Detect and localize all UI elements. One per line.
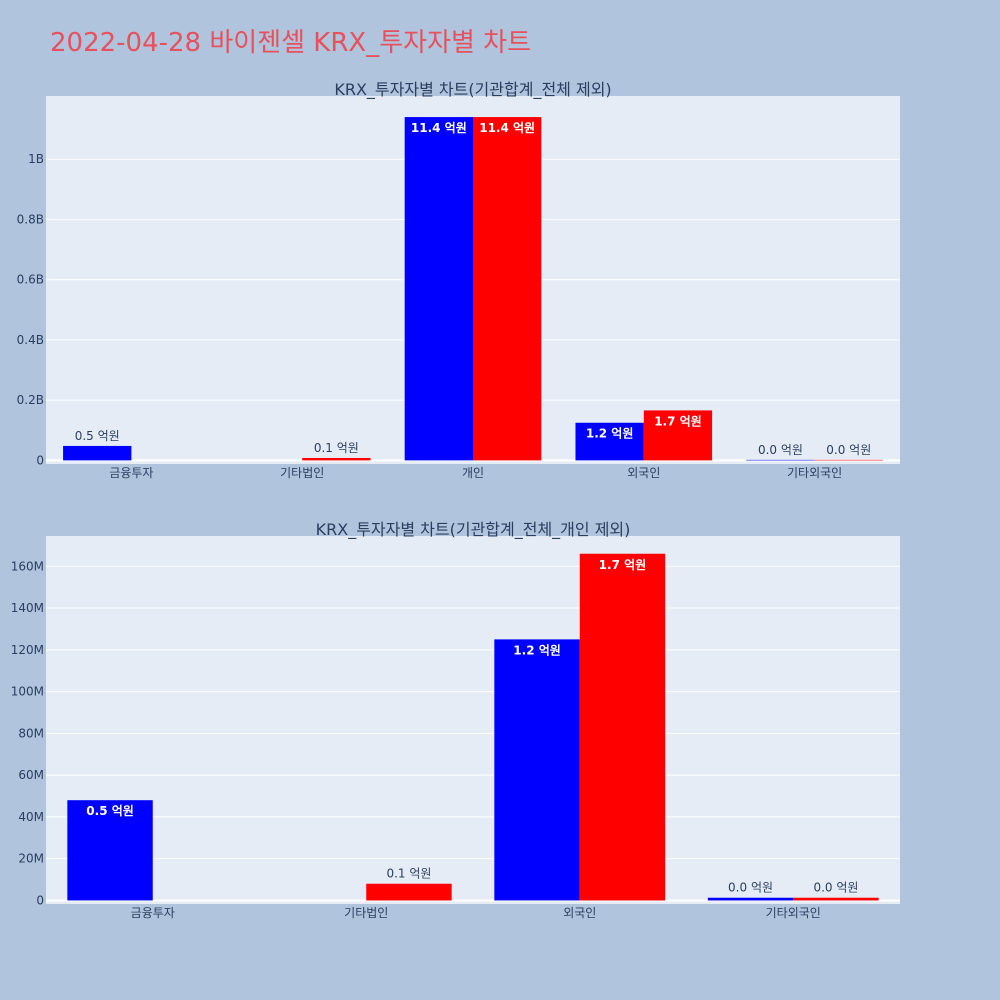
y-tick-label: 120M [11, 643, 44, 657]
data-label: 1.7 억원 [599, 558, 647, 572]
data-label: 0.0 억원 [826, 443, 871, 457]
y-tick-label: 0.6B [17, 273, 44, 287]
bar [494, 639, 580, 901]
bar [579, 553, 666, 901]
bar [404, 117, 473, 461]
y-tick-label: 40M [18, 810, 44, 824]
bar [643, 410, 713, 461]
data-label: 0.0 억원 [728, 881, 773, 895]
data-label: 0.1 억원 [314, 441, 359, 455]
bar [67, 800, 153, 901]
y-tick-label: 100M [11, 685, 44, 699]
x-tick-label: 기타법인 [280, 466, 324, 480]
y-tick-label: 0 [36, 453, 44, 467]
bar [473, 117, 542, 461]
data-label: 0.0 억원 [758, 443, 803, 457]
x-tick-label: 개인 [462, 466, 484, 480]
data-label: 0.0 억원 [813, 881, 858, 895]
x-tick-label: 기타외국인 [787, 466, 842, 480]
x-tick-label: 기타법인 [344, 906, 388, 920]
x-tick-label: 금융투자 [109, 466, 153, 480]
y-tick-label: 80M [18, 726, 44, 740]
y-tick-label: 0.4B [17, 333, 44, 347]
y-tick-label: 160M [11, 559, 44, 573]
y-tick-label: 0.8B [17, 212, 44, 226]
bar [366, 883, 452, 901]
data-label: 11.4 억원 [479, 121, 535, 135]
x-tick-label: 기타외국인 [766, 906, 821, 920]
data-label: 1.2 억원 [513, 643, 561, 657]
bar [575, 422, 644, 461]
bar [302, 457, 371, 461]
x-tick-label: 금융투자 [131, 906, 175, 920]
y-tick-label: 0 [36, 893, 44, 907]
x-tick-label: 외국인 [627, 466, 660, 480]
plot-area [46, 536, 900, 904]
y-tick-label: 0.2B [17, 393, 44, 407]
y-tick-label: 1B [28, 152, 44, 166]
data-label: 0.5 억원 [86, 804, 134, 818]
chart-title: KRX_투자자별 차트(기관합계_전체 제외) [334, 80, 611, 100]
y-tick-label: 20M [18, 852, 44, 866]
data-label: 1.2 억원 [586, 427, 634, 441]
data-label: 0.1 억원 [386, 867, 431, 881]
bar [63, 445, 132, 461]
data-label: 11.4 억원 [411, 121, 467, 135]
y-tick-label: 140M [11, 601, 44, 615]
data-label: 0.5 억원 [75, 429, 120, 443]
bar [814, 459, 883, 461]
data-label: 1.7 억원 [654, 414, 702, 428]
page-title: 2022-04-28 바이젠셀 KRX_투자자별 차트 [50, 28, 532, 58]
y-tick-label: 60M [18, 768, 44, 782]
bar [707, 897, 794, 901]
bar [793, 897, 879, 901]
bar [746, 459, 815, 461]
chart-title: KRX_투자자별 차트(기관합계_전체_개인 제외) [316, 520, 631, 540]
x-tick-label: 외국인 [563, 906, 596, 920]
